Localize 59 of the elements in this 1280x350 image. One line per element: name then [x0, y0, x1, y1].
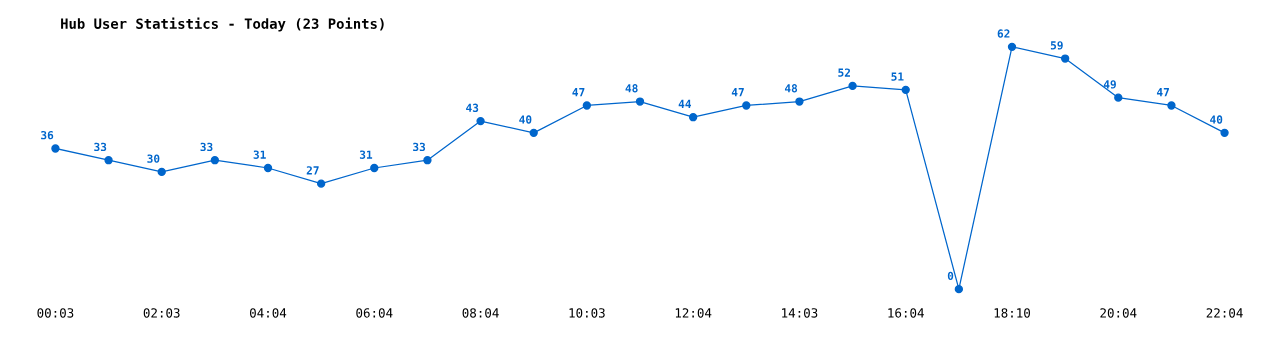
data-label: 49	[1103, 80, 1116, 89]
data-label: 30	[147, 154, 160, 163]
point	[423, 156, 432, 165]
point	[316, 179, 326, 188]
point	[795, 97, 804, 106]
point	[954, 284, 964, 294]
x-tick-label: 14:03	[782, 308, 818, 318]
data-label: 27	[306, 166, 319, 175]
data-label: 47	[572, 88, 585, 97]
data-label: 62	[997, 29, 1010, 38]
point	[848, 81, 857, 91]
data-label: 43	[466, 103, 479, 112]
point	[1060, 54, 1070, 63]
point	[370, 163, 379, 173]
point	[1220, 128, 1229, 137]
data-label: 31	[253, 150, 266, 159]
point	[901, 85, 910, 95]
data-label: 51	[891, 72, 904, 81]
point	[104, 156, 113, 165]
data-label: 33	[413, 142, 426, 152]
x-tick-label: 16:04	[888, 308, 924, 318]
x-tick-label: 00:03	[37, 308, 74, 318]
data-label: 48	[784, 84, 798, 93]
data-label: 52	[838, 68, 851, 77]
data-label: 48	[625, 84, 638, 93]
data-label: 47	[731, 88, 744, 97]
point	[635, 97, 645, 106]
x-tick-label: 06:04	[356, 308, 393, 318]
point	[582, 101, 592, 110]
x-tick-label: 04:04	[250, 308, 287, 318]
point	[688, 113, 698, 122]
x-tick-label: 02:03	[143, 308, 180, 318]
point	[1114, 93, 1123, 102]
data-label: 59	[1050, 41, 1063, 50]
x-tick-label: 12:04	[675, 308, 712, 318]
data-label: 40	[1210, 115, 1223, 124]
x-tick-label: 20:04	[1100, 308, 1137, 318]
data-label: 44	[678, 99, 691, 108]
point	[529, 128, 538, 137]
data-label: 36	[41, 130, 54, 140]
chart-title: Hub User Statistics - Today (23 Points)	[61, 17, 384, 32]
data-label: 40	[519, 115, 532, 124]
data-label: 47	[1156, 88, 1169, 97]
point	[157, 167, 166, 177]
point	[1007, 42, 1017, 52]
point	[263, 163, 273, 173]
point	[210, 156, 220, 165]
x-tick-label: 22:04	[1206, 308, 1243, 318]
point	[742, 101, 751, 110]
data-label: 0	[947, 271, 954, 281]
x-tick-label: 10:03	[569, 308, 605, 318]
data-label: 31	[359, 150, 373, 159]
x-tick-label: 08:04	[462, 308, 499, 318]
point	[51, 144, 60, 153]
data-label: 33	[200, 142, 213, 152]
point	[476, 116, 485, 126]
data-label: 33	[94, 142, 107, 152]
x-tick-label: 18:10	[994, 308, 1030, 318]
point	[1167, 101, 1176, 110]
